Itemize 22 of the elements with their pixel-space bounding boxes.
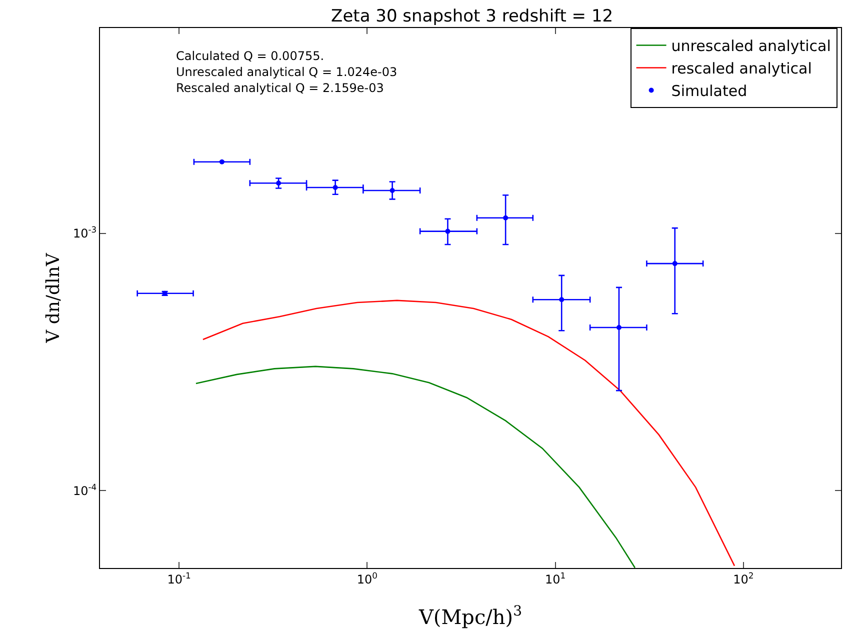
point (616, 324, 622, 330)
point (445, 228, 450, 234)
x-tick-label: 10$^{2}$ (733, 570, 754, 586)
point (672, 261, 678, 266)
chart-title: Zeta 30 snapshot 3 redshift = 12 (331, 6, 614, 26)
x-tick-label: 10$^{0}$ (356, 570, 378, 586)
annotation: Unrescaled analytical Q = 1.024e-03 (176, 65, 398, 79)
point (390, 188, 395, 193)
x-tick-label: 10$^{1}$ (545, 570, 566, 586)
point (559, 297, 564, 302)
annotation: Rescaled analytical Q = 2.159e-03 (176, 81, 384, 95)
legend-label: rescaled analytical (671, 60, 812, 78)
y-tick-label: 10$^{-4}$ (72, 482, 97, 498)
point (332, 184, 338, 190)
legend-label: Simulated (671, 82, 748, 100)
x-tick-label: 10$^{-1}$ (167, 570, 191, 586)
point (503, 215, 508, 220)
legend-label: unrescaled analytical (671, 37, 831, 56)
y-axis-title: V dn/dlnV (43, 252, 64, 344)
annotation: Calculated Q = 0.00755. (176, 49, 324, 63)
y-tick-label: 10$^{-3}$ (72, 224, 97, 241)
x-axis-title: V(Mpc/h)$^{3}$ (418, 604, 522, 629)
